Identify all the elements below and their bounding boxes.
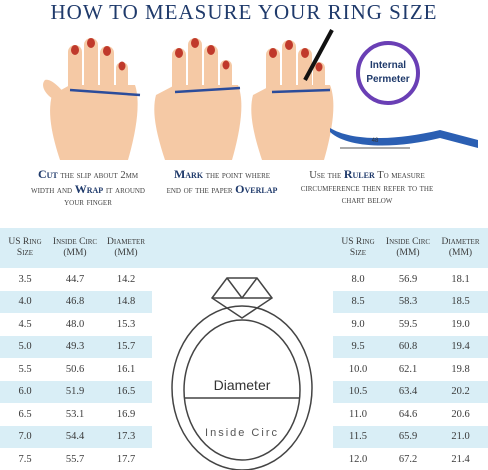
table-cell: 8.5 <box>333 290 383 313</box>
table-cell: 17.3 <box>100 425 152 448</box>
table-cell: 55.7 <box>65 453 85 465</box>
pen <box>303 29 334 81</box>
column-header: Diameter (MM) <box>100 228 152 268</box>
ruler-strip <box>330 128 478 148</box>
column-header: Diameter (MM) <box>433 228 488 268</box>
column-header: Inside Circ (MM) <box>383 228 433 268</box>
step-text: it around your finger <box>64 184 145 209</box>
table-cell: 5.0 <box>0 335 50 358</box>
table-cell: 60.8 <box>383 335 433 358</box>
step-keyword: Ruler <box>343 167 375 181</box>
table-cell: 53.1 <box>65 408 85 420</box>
table-cell: 65.9 <box>383 425 433 448</box>
table-cell: 16.5 <box>100 380 152 403</box>
hands <box>43 38 334 160</box>
ring-label: Diameter <box>214 377 271 393</box>
table-cell: 6.5 <box>18 408 32 420</box>
table-cell: 48.0 <box>65 318 85 330</box>
table-cell: 62.1 <box>398 363 418 375</box>
table-cell: 5.5 <box>18 363 32 375</box>
table-cell: 21.0 <box>433 425 488 448</box>
table-cell: 14.8 <box>100 290 152 313</box>
table-cell: 17.7 <box>116 453 136 465</box>
table-cell: 46.8 <box>50 290 100 313</box>
table-cell: 15.3 <box>116 318 136 330</box>
table-cell: 11.5 <box>333 425 383 448</box>
table-cell: 18.5 <box>433 290 488 313</box>
ring-label: Inside Circ <box>205 427 279 439</box>
title: HOW TO MEASURE YOUR RING SIZE <box>50 0 438 24</box>
table-cell: 50.6 <box>65 363 85 375</box>
table-cell: 7.5 <box>18 453 32 465</box>
table-cell: 49.3 <box>50 335 100 358</box>
table-cell: 54.4 <box>50 425 100 448</box>
column-header: Inside Circ (MM) <box>50 228 100 268</box>
table-cell: 20.2 <box>433 380 488 403</box>
table-cell: 20.6 <box>451 408 470 420</box>
table-cell: 10.5 <box>333 380 383 403</box>
badge-text: Permeter <box>366 74 409 85</box>
table-cell: 4.0 <box>0 290 50 313</box>
paper-strips <box>69 86 331 97</box>
badge <box>356 41 420 105</box>
nails <box>71 38 323 72</box>
header-band <box>152 228 333 268</box>
ring-illustration: Diameter Inside Circ <box>171 277 313 470</box>
step-text: Use the <box>309 170 342 181</box>
table-cell: 44.7 <box>65 273 85 285</box>
step-text: the slip about 2mm width and <box>30 170 139 196</box>
table-cell: 63.4 <box>383 380 433 403</box>
table-cell: 9.5 <box>333 335 383 358</box>
table-cell: 18.1 <box>451 273 470 285</box>
table-cell: 21.4 <box>451 453 470 465</box>
step-keyword: Overlap <box>235 181 278 196</box>
table-cell: 3.5 <box>18 273 32 285</box>
step-keyword: Wrap <box>74 181 104 196</box>
table-cell: 16.9 <box>116 408 136 420</box>
table-cell: 14.2 <box>116 273 136 285</box>
table-cell: 16.1 <box>116 363 136 375</box>
step-2: Mark the point where end of the paper Ov… <box>166 168 278 197</box>
table-cell: 56.9 <box>398 273 418 285</box>
table-cell: 11.0 <box>349 408 367 420</box>
step-3: Use the Ruler To measure circumference t… <box>292 168 442 208</box>
table-cell: 51.9 <box>50 380 100 403</box>
step-1: Cut the slip about 2mm width and Wrap it… <box>28 168 148 210</box>
badge-text: Internal <box>370 60 406 71</box>
step-text: To measure circumference then refer to t… <box>300 170 434 206</box>
table-cell: 64.6 <box>398 408 418 420</box>
step-keyword: Mark <box>173 167 204 181</box>
table-cell: 67.2 <box>398 453 418 465</box>
illustrations: Internal Permeter 48 <box>43 29 478 160</box>
step-text: the point where end of the paper <box>166 170 271 196</box>
ruler-label: 48 <box>372 138 379 144</box>
table-cell: 19.4 <box>433 335 488 358</box>
table-cell: 19.8 <box>451 363 470 375</box>
table-cell: 8.0 <box>351 273 365 285</box>
table-cell: 59.5 <box>398 318 418 330</box>
table-cell: 15.7 <box>100 335 152 358</box>
column-header: US Ring Size <box>0 228 50 268</box>
table-cell: 12.0 <box>348 453 368 465</box>
table-cell: 10.0 <box>348 363 368 375</box>
table-cell: 4.5 <box>18 318 32 330</box>
step-keyword: Cut <box>37 167 58 181</box>
table-cell: 9.0 <box>351 318 365 330</box>
column-header: US Ring Size <box>333 228 383 268</box>
table-cell: 19.0 <box>451 318 470 330</box>
table-cell: 6.0 <box>0 380 50 403</box>
table-cell: 7.0 <box>0 425 50 448</box>
table-cell: 58.3 <box>383 290 433 313</box>
